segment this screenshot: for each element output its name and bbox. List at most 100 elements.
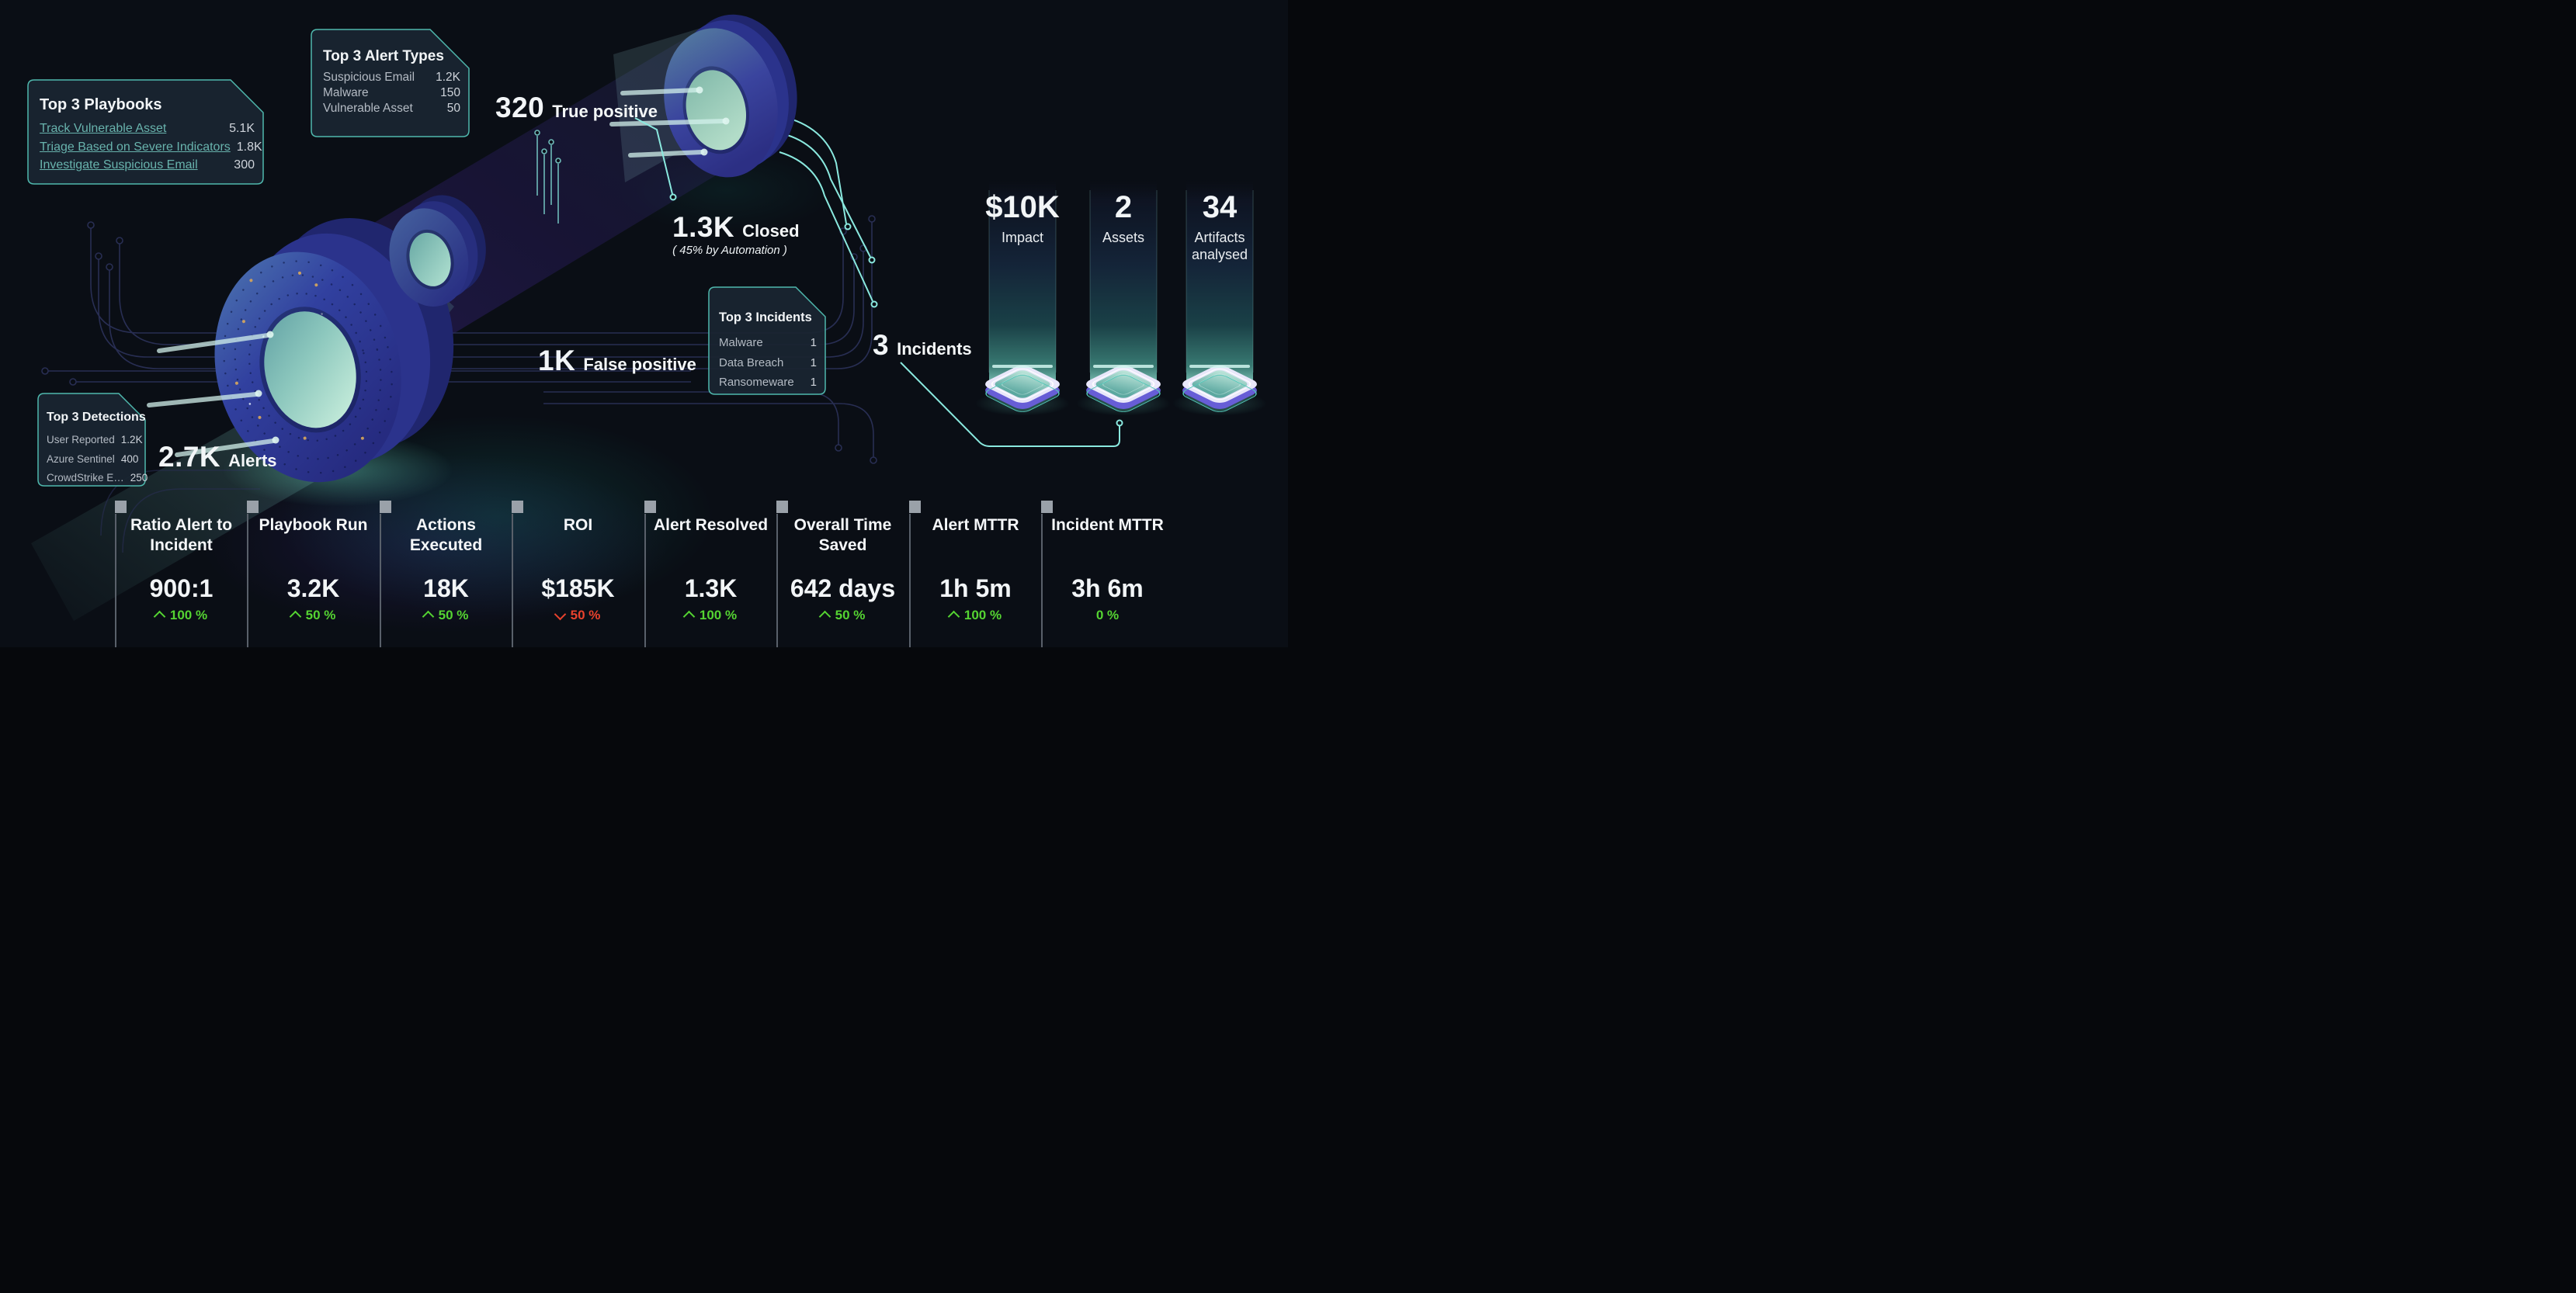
playbook-count: 5.1K <box>229 122 255 135</box>
artifacts-metric: 34 Artifacts analysed <box>1161 190 1278 263</box>
impact-label: Impact <box>1001 230 1044 245</box>
closed-value: 1.3K <box>672 211 735 243</box>
kpi-playbook-run: Playbook Run 3.2K 50 % <box>247 501 380 647</box>
kpi-value: 642 days <box>790 574 896 602</box>
playbook-count: 300 <box>234 158 255 172</box>
alert-type: Suspicious Email <box>323 71 415 84</box>
dashboard: Top 3 Playbooks Track Vulnerable Asset 5… <box>0 0 1288 647</box>
kpi-delta: 50 % <box>305 608 336 622</box>
trend-up-icon <box>818 610 831 623</box>
torus-triage <box>389 195 486 307</box>
kpi-value: 18K <box>423 574 469 602</box>
platform-artifacts <box>1172 365 1268 416</box>
false-positive-value: 1K <box>538 345 576 376</box>
torus-truepositive <box>664 14 797 178</box>
kpi-delta: 50 % <box>438 608 469 622</box>
alert-type-count: 50 <box>446 102 460 115</box>
kpi-title: Alert Resolved <box>653 516 769 534</box>
kpi-value: 3h 6m <box>1071 574 1144 602</box>
kpi-title: Alert MTTR <box>932 516 1019 534</box>
closed-automation-note: ( 45% by Automation ) <box>672 244 787 257</box>
kpi-divider <box>115 514 116 647</box>
kpi-title: Playbook Run <box>259 516 368 534</box>
panel-top-playbooks: Top 3 Playbooks Track Vulnerable Asset 5… <box>27 79 264 185</box>
artifacts-label: Artifacts analysed <box>1191 230 1248 262</box>
incidents-elbow-line <box>900 362 1123 447</box>
assets-value: 2 <box>1114 190 1133 224</box>
alert-type: Vulnerable Asset <box>323 102 413 115</box>
kpi-title: Actions Executed <box>409 516 483 554</box>
kpi-alert-mttr: Alert MTTR 1h 5m 100 % <box>909 501 1042 647</box>
detection-count: 250 <box>130 472 148 484</box>
incident-type: Ransomeware <box>719 376 794 389</box>
kpi-title: Ratio Alert to Incident <box>130 516 233 554</box>
detection-source: Azure Sentinel <box>47 453 115 465</box>
panel-outline <box>708 286 826 395</box>
kpi-actions-executed: Actions Executed 18K 50 % <box>380 501 512 647</box>
alert-type-count: 1.2K <box>436 71 460 84</box>
playbook-count: 1.8K <box>236 140 262 154</box>
detection-source: User Reported <box>47 434 115 445</box>
playbook-link[interactable]: Triage Based on Severe Indicators <box>40 140 231 154</box>
kpi-marker <box>1041 501 1053 513</box>
kpi-divider <box>247 514 248 647</box>
kpi-marker <box>512 501 523 513</box>
trend-up-icon <box>682 610 696 623</box>
incidents-value: 3 <box>873 329 890 361</box>
panel-top-alert-types: Top 3 Alert Types Suspicious Email 1.2K … <box>311 29 470 137</box>
light-streaks <box>147 88 726 457</box>
kpi-divider <box>512 514 513 647</box>
impact-value: $10K <box>985 190 1060 224</box>
panel-top-incidents: Top 3 Incidents Malware 1 Data Breach 1 … <box>708 286 826 395</box>
panel-outline <box>27 79 264 185</box>
alerts-stat: 2.7K Alerts <box>158 441 277 473</box>
kpi-delta: 100 % <box>699 608 738 622</box>
kpi-marker <box>776 501 788 513</box>
kpi-marker <box>115 501 127 513</box>
panel-top-detections: Top 3 Detections User Reported 1.2K Azur… <box>37 393 148 487</box>
assets-metric: 2 Assets <box>1065 190 1182 247</box>
kpi-overall-time-saved: Overall Time Saved 642 days 50 % <box>776 501 909 647</box>
kpi-title: Overall Time Saved <box>793 516 892 554</box>
incident-count: 1 <box>810 336 817 349</box>
kpi-divider <box>644 514 646 647</box>
incident-type: Malware <box>719 336 763 349</box>
kpi-divider <box>776 514 778 647</box>
panel-title: Top 3 Playbooks <box>40 96 162 113</box>
kpi-divider <box>380 514 381 647</box>
flow-illustration <box>31 14 1268 633</box>
true-positive-label: True positive <box>552 102 658 121</box>
closed-label: Closed <box>742 221 800 241</box>
impact-columns <box>974 180 1268 416</box>
playbook-link[interactable]: Track Vulnerable Asset <box>40 122 167 135</box>
kpi-value: $185K <box>541 574 615 602</box>
true-positive-stat: 320 True positive <box>495 92 658 124</box>
kpi-roi: ROI $185K 50 % <box>512 501 644 647</box>
true-positive-value: 320 <box>495 92 545 123</box>
detection-source: CrowdStrike E… <box>47 472 124 484</box>
kpi-delta: 50 % <box>835 608 866 622</box>
kpi-incident-mttr: Incident MTTR 3h 6m 0 % <box>1041 501 1174 647</box>
kpi-title: ROI <box>563 516 593 534</box>
alerts-label: Alerts <box>228 451 277 470</box>
incidents-stat: 3 Incidents <box>873 329 972 362</box>
incident-count: 1 <box>810 356 817 369</box>
panel-outline <box>311 29 470 137</box>
kpi-marker <box>644 501 656 513</box>
incident-count: 1 <box>810 376 817 389</box>
kpi-delta: 50 % <box>570 608 601 622</box>
playbook-link[interactable]: Investigate Suspicious Email <box>40 158 198 172</box>
kpi-value: 1.3K <box>684 574 738 602</box>
kpi-marker <box>247 501 259 513</box>
incidents-label: Incidents <box>897 339 972 359</box>
kpi-value: 1h 5m <box>939 574 1012 602</box>
trend-up-icon <box>947 610 960 623</box>
artifacts-value: 34 <box>1202 190 1238 224</box>
panel-outline <box>37 393 146 487</box>
trend-down-icon <box>554 608 566 620</box>
closed-stat: 1.3K Closed <box>672 211 800 244</box>
kpi-value: 3.2K <box>286 574 340 602</box>
kpi-divider <box>909 514 911 647</box>
trend-up-icon <box>422 610 434 623</box>
kpi-delta: 100 % <box>169 608 208 622</box>
